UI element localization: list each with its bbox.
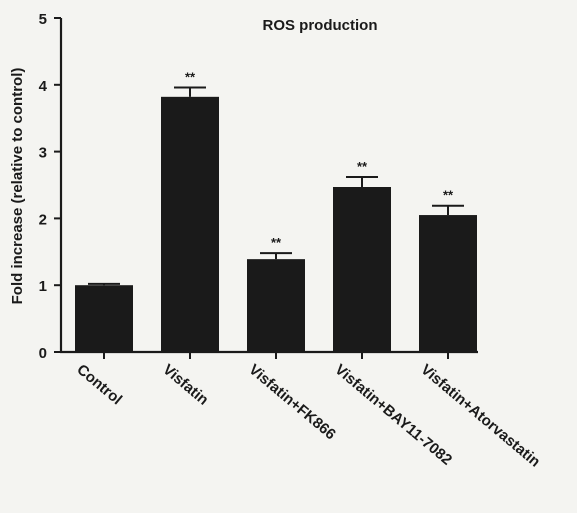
y-tick-label: 0 — [39, 345, 47, 362]
significance-marker: ** — [443, 188, 454, 203]
significance-marker: ** — [271, 235, 282, 250]
significance-marker: ** — [185, 69, 196, 84]
bar — [161, 96, 219, 352]
x-tick-label: Visfatin+FK866 — [245, 361, 338, 443]
bar — [333, 187, 391, 352]
y-tick-label: 3 — [39, 145, 47, 162]
bar — [75, 285, 133, 352]
y-tick-label: 5 — [39, 11, 47, 28]
bar — [419, 215, 477, 352]
bar — [247, 259, 305, 352]
category-labels: Control Visfatin Visfatin+FK866Visfatin+BA… — [73, 361, 543, 471]
y-tick-label: 2 — [39, 211, 47, 228]
bars: ** ** ** ** — [75, 69, 477, 352]
y-tick-label: 4 — [39, 78, 48, 95]
y-tick-label: 1 — [39, 278, 47, 295]
x-tick-label: Visfatin — [159, 361, 211, 409]
x-tick-label: Control — [73, 361, 125, 408]
y-axis-label: Fold increase (relative to control) — [9, 68, 26, 305]
significance-marker: ** — [357, 159, 368, 174]
chart-title: ROS production — [263, 17, 378, 34]
